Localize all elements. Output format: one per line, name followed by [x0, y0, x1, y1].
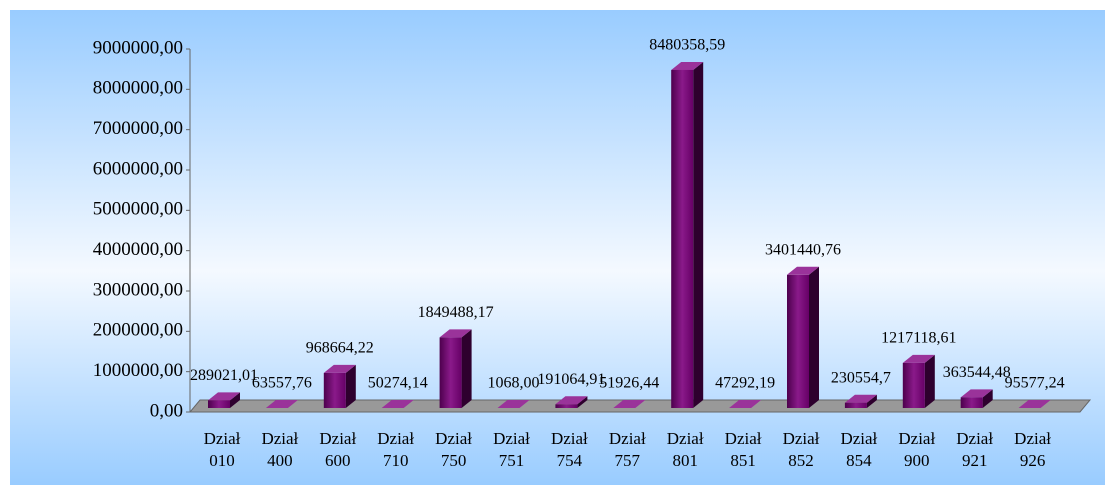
x-tick-label: Dział 010	[203, 429, 241, 470]
data-label: 363544,48	[943, 364, 1011, 381]
x-tick-label: Dział 801	[666, 429, 704, 470]
x-tick-label: Dział 751	[493, 429, 530, 470]
x-tick-label: Dział 710	[377, 429, 415, 470]
bar-side	[693, 61, 704, 409]
y-tick-label: 5000000,00	[93, 199, 183, 220]
x-tick-label: Dział 926	[1014, 429, 1051, 470]
bar-top	[1018, 400, 1051, 408]
data-label: 47292,19	[715, 375, 775, 392]
bar-top	[439, 329, 472, 338]
bar	[844, 402, 867, 408]
bar-side	[866, 394, 877, 408]
x-tick-label: Dział 750	[435, 429, 472, 470]
y-tick-label: 0,00	[150, 400, 183, 421]
y-tick-label: 7000000,00	[93, 118, 183, 139]
bar-top	[265, 400, 298, 408]
bar	[439, 337, 462, 408]
data-label: 1217118,61	[881, 330, 956, 347]
bar	[208, 400, 230, 408]
bar-side	[577, 396, 588, 408]
bar-side	[461, 329, 472, 408]
y-tick-label: 2000000,00	[93, 320, 183, 341]
bar	[671, 69, 694, 409]
data-label: 63557,76	[252, 375, 312, 392]
x-tick-label: Dział 851	[724, 429, 762, 470]
bar-top	[381, 400, 414, 408]
y-tick-label: 6000000,00	[93, 158, 183, 179]
data-label: 230554,7	[831, 369, 891, 386]
bar-side	[345, 364, 356, 408]
bar	[787, 274, 809, 408]
bar-top	[555, 396, 588, 405]
data-label: 1849488,17	[418, 304, 494, 321]
y-tick-label: 8000000,00	[93, 78, 183, 99]
bar-side	[809, 266, 819, 408]
x-tick-label: Dział 757	[608, 429, 646, 470]
data-label: 51926,44	[599, 375, 659, 392]
bar-top	[323, 364, 356, 373]
bar-top	[497, 400, 530, 408]
bar-top	[671, 61, 704, 70]
x-tick-label: Dział 854	[840, 429, 878, 470]
data-label: 968664,22	[306, 340, 374, 357]
bar-side	[230, 392, 240, 408]
bar-top	[960, 389, 993, 398]
x-tick-label: Dział 921	[956, 429, 994, 470]
y-tick-label: 1000000,00	[93, 360, 183, 381]
bar-top	[729, 400, 762, 408]
bar	[555, 404, 578, 408]
bar-side	[982, 389, 993, 408]
data-label: 191064,91	[537, 371, 605, 388]
bar-top	[208, 392, 240, 401]
bar	[902, 362, 925, 408]
bar-side	[924, 354, 935, 408]
data-label: 3401440,76	[765, 241, 841, 258]
data-label: 1068,00	[488, 375, 540, 392]
bar	[960, 397, 983, 408]
x-tick-label: Dział 900	[898, 429, 936, 470]
bar-top	[613, 400, 646, 408]
data-label: 8480358,59	[649, 37, 725, 54]
y-tick-label: 9000000,00	[93, 37, 183, 58]
x-tick-label: Dział 400	[261, 429, 299, 470]
x-tick-label: Dział 754	[550, 429, 588, 470]
bar-top	[844, 394, 877, 403]
y-tick-label: 4000000,00	[93, 239, 183, 260]
x-tick-label: Dział 600	[319, 429, 357, 470]
data-label: 95577,24	[1005, 375, 1065, 392]
x-tick-label: Dział 852	[782, 429, 820, 470]
bar-top	[787, 266, 819, 275]
y-tick-label: 3000000,00	[93, 279, 183, 300]
bar	[323, 372, 346, 408]
bar-top	[902, 354, 935, 363]
data-label: 289021,01	[190, 367, 258, 384]
data-label: 50274,14	[368, 375, 428, 392]
